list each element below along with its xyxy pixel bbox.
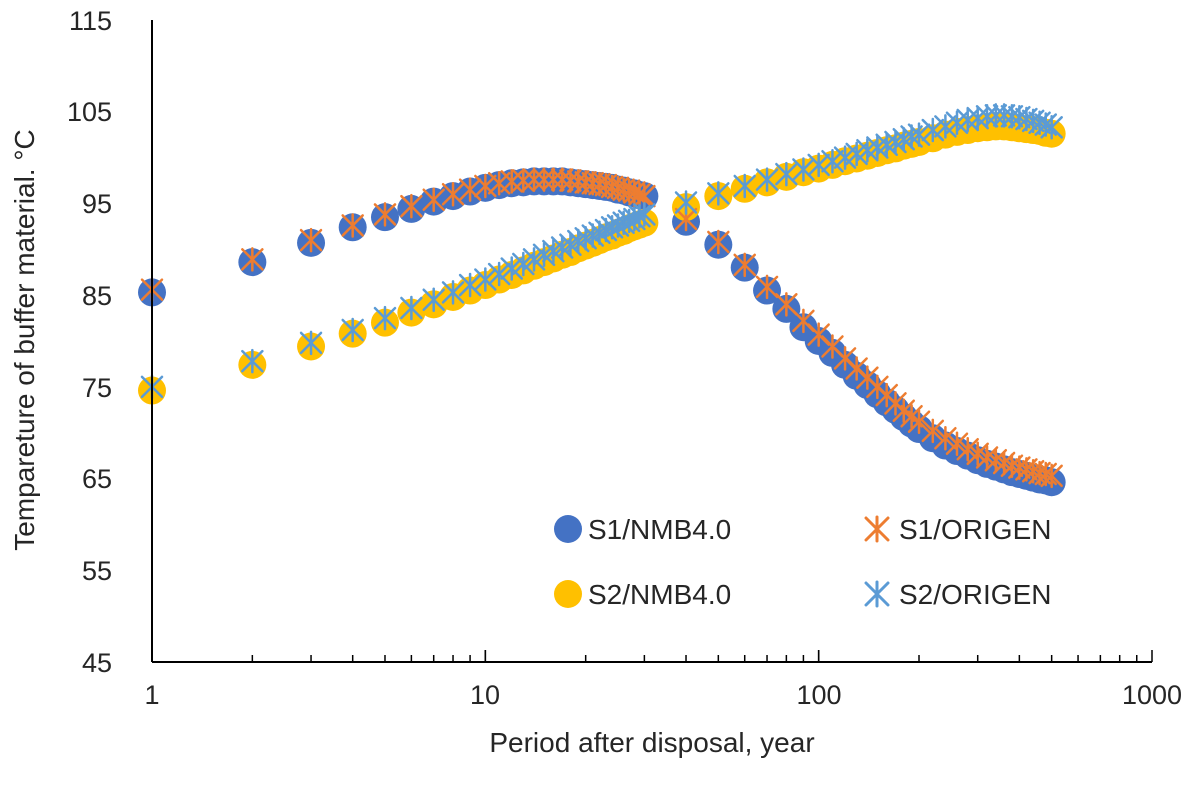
point-s1-origen-46	[907, 409, 931, 434]
point-s1-origen-33	[755, 274, 779, 300]
point-s1-origen-2	[299, 227, 323, 253]
legend-marker-s1-nmb	[554, 515, 582, 543]
y-tick-label-95: 95	[82, 189, 112, 219]
point-s2-origen-6	[422, 287, 445, 312]
legend-marker-s1-origen	[864, 515, 890, 543]
x-minor-ticks	[151, 650, 1153, 662]
x-tick-label-10: 10	[470, 680, 500, 710]
point-s2-origen-30	[674, 190, 698, 215]
y-tick-label-105: 105	[67, 97, 112, 127]
plot-points	[138, 103, 1066, 497]
point-s2-origen-32	[733, 173, 756, 199]
y-axis-title: Tempareture of buffer material. °C	[9, 129, 40, 551]
point-s2-origen-2	[299, 330, 323, 356]
point-s2-origen-47	[921, 117, 945, 143]
legend: S1/NMB4.0 S1/ORIGEN S2/NMB4.0 S2/ORIGEN	[554, 514, 1051, 610]
y-tick-label-115: 115	[69, 6, 112, 36]
y-tick-label-75: 75	[82, 373, 112, 403]
point-s2-origen-9	[474, 267, 497, 292]
point-s2-origen-10	[487, 261, 511, 287]
legend-label-s2-nmb: S2/NMB4.0	[588, 579, 731, 610]
x-tick-label-100: 100	[796, 680, 841, 710]
point-s2-origen-36	[807, 152, 830, 178]
x-tick-label-1: 1	[144, 680, 159, 710]
point-s1-origen-47	[921, 418, 945, 444]
legend-marker-s2-nmb	[554, 580, 582, 608]
point-s2-origen-48	[934, 114, 957, 139]
legend-label-s1-origen: S1/ORIGEN	[899, 514, 1051, 545]
y-tick-label-45: 45	[82, 648, 112, 678]
point-s1-origen-14	[532, 167, 556, 192]
point-s1-origen-6	[422, 187, 445, 213]
point-s2-origen-33	[755, 167, 779, 192]
point-s1-origen-48	[934, 425, 957, 451]
point-s2-origen-7	[441, 280, 465, 305]
point-s1-origen-61	[1040, 463, 1063, 489]
y-tick-label-85: 85	[82, 281, 112, 311]
point-s1-origen-36	[807, 322, 830, 347]
point-s2-origen-29	[633, 202, 656, 227]
point-s2-origen-34	[775, 161, 798, 187]
point-s1-origen-32	[733, 252, 756, 278]
point-s1-origen-9	[474, 173, 497, 199]
point-s2-origen-38	[833, 145, 857, 170]
point-s2-origen-16	[550, 235, 574, 260]
point-s1-origen-13	[522, 167, 546, 192]
legend-marker-s2-origen	[864, 580, 890, 608]
point-s2-origen-12	[512, 251, 535, 277]
point-s2-origen-8	[458, 272, 482, 298]
point-s2-origen-3	[341, 317, 364, 343]
point-s1-origen-1	[241, 247, 264, 272]
x-tick-label-1000: 1000	[1122, 680, 1182, 710]
point-s2-origen-1	[241, 348, 264, 374]
point-s1-origen-31	[707, 229, 730, 255]
point-s2-origen-37	[821, 148, 844, 174]
point-s2-origen-46	[907, 122, 931, 147]
point-s2-origen-11	[500, 256, 523, 281]
point-s2-origen-5	[400, 295, 423, 321]
point-s1-origen-53	[984, 447, 1008, 473]
legend-label-s2-origen: S2/ORIGEN	[899, 579, 1051, 610]
point-s1-origen-7	[441, 182, 465, 207]
point-s1-origen-3	[341, 213, 364, 238]
point-s1-origen-49	[945, 431, 969, 456]
legend-label-s1-nmb: S1/NMB4.0	[588, 514, 731, 545]
y-tick-label-65: 65	[82, 464, 112, 494]
y-tick-label-55: 55	[82, 556, 112, 586]
point-s2-origen-61	[1040, 115, 1063, 140]
point-s2-origen-35	[792, 157, 815, 182]
point-s1-origen-5	[400, 193, 423, 219]
point-s1-origen-4	[373, 202, 397, 227]
point-s2-origen-43	[884, 129, 907, 155]
x-axis-title: Period after disposal, year	[489, 727, 814, 758]
point-s2-origen-4	[373, 305, 397, 331]
point-s2-origen-31	[707, 181, 730, 206]
